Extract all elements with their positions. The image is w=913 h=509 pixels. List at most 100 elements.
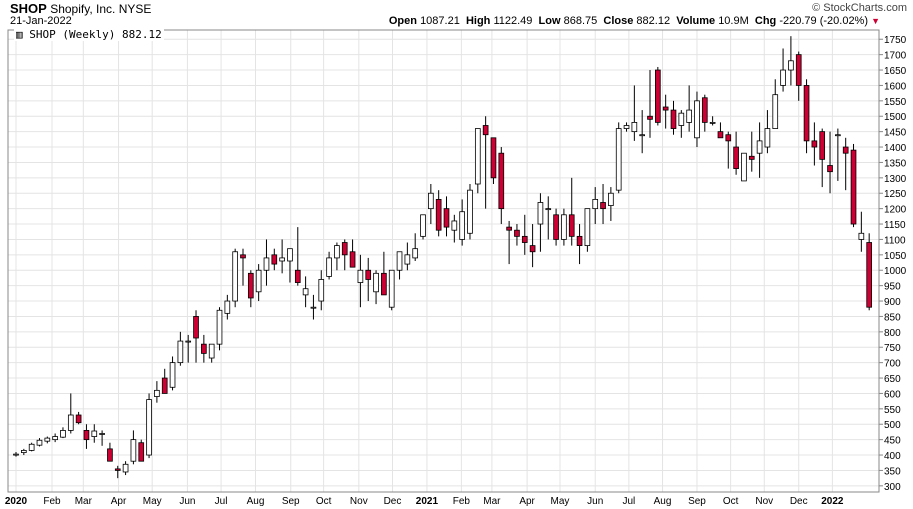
candle [842,137,849,191]
candle [122,461,129,476]
candle [310,294,317,320]
candle [694,91,700,148]
y-tick-label: 700 [884,359,901,370]
ticker-symbol: SHOP [10,1,47,16]
y-tick-label: 600 [884,389,901,400]
y-tick-label: 950 [884,282,901,293]
high-value: 1122.49 [493,15,533,27]
candle [318,270,325,311]
down-arrow-icon: ▼ [871,16,880,26]
candle [177,331,184,366]
candles [13,36,872,479]
candle [216,307,223,351]
plot-frame [7,29,880,493]
candle [631,85,638,141]
y-tick-label: 400 [884,451,901,462]
candle [670,100,677,135]
candle [428,184,434,225]
candle [647,70,653,138]
candle [169,356,176,391]
x-tick-label: Jun [587,496,603,507]
x-tick-label: Mar [483,496,501,507]
x-tick-label: Feb [453,496,471,507]
candle [717,122,724,139]
candle [741,152,747,182]
x-tick-label: Sep [282,496,300,507]
x-tick-label: Jul [622,496,635,507]
y-tick-label: 1400 [884,143,907,154]
volume-value: 10.9M [718,15,749,27]
candle [232,248,238,308]
x-tick-label: Jun [179,496,195,507]
candle [388,269,395,311]
candle [858,211,865,252]
candle [482,116,489,209]
ohlc-summary: Open 1087.21 High 1122.49 Low 868.75 Clo… [389,15,880,27]
candle [154,381,160,403]
candle [639,110,646,154]
candle [866,233,872,311]
candle [287,248,293,283]
stockcharts-credit[interactable]: © StockCharts.com [812,2,907,14]
x-tick-label: 2021 [416,496,439,507]
candle [655,66,661,126]
y-tick-label: 550 [884,405,901,416]
candle [615,122,622,194]
x-tick-label: Apr [519,496,535,507]
y-tick-label: 900 [884,297,901,308]
candle [83,424,90,449]
candle [396,251,403,280]
candle [764,110,771,154]
candle [341,239,348,271]
candle [334,242,340,271]
candle [506,220,512,265]
candle [678,110,685,138]
y-tick-label: 1000 [884,266,907,277]
x-tick-label: Dec [384,496,402,507]
candle [13,451,19,457]
candle [294,227,301,286]
candle [247,270,254,308]
company-name: Shopify, Inc. [50,2,116,16]
chg-label: Chg [754,15,777,27]
candle [52,433,58,443]
y-tick-label: 1250 [884,189,907,200]
candle [75,411,82,425]
candle [748,131,755,172]
legend-text: SHOP (Weekly) 882.12 [29,28,162,41]
candle [44,436,51,444]
chg-value: -220.79 (-20.02%) [779,15,869,27]
candle [686,85,692,132]
x-tick-label: Apr [111,496,127,507]
y-tick-label: 1050 [884,251,907,262]
y-tick-label: 300 [884,482,901,493]
candle [600,184,606,225]
candle [99,430,105,446]
x-tick-label: Dec [790,496,808,507]
candle [271,248,278,271]
y-tick-label: 1100 [884,235,906,246]
candle [67,393,74,434]
candle [772,79,779,129]
candle [114,465,121,479]
candle [412,233,419,261]
y-tick-label: 500 [884,420,901,431]
y-tick-label: 750 [884,343,901,354]
candle [733,131,739,175]
candle [474,128,481,194]
candle [514,224,520,246]
x-tick-label: Oct [316,496,332,507]
candle [701,94,708,132]
candlestick-icon: ▥ [16,28,23,41]
y-tick-label: 1550 [884,97,907,108]
volume-label: Volume [676,15,716,27]
x-tick-label: Aug [654,496,672,507]
low-value: 868.75 [563,15,598,27]
candle [201,334,207,363]
candle [459,199,465,246]
candle [662,94,669,129]
x-tick-label: Nov [350,496,368,507]
candle [451,214,458,243]
x-tick-label: Oct [723,496,739,507]
candle [279,239,285,274]
